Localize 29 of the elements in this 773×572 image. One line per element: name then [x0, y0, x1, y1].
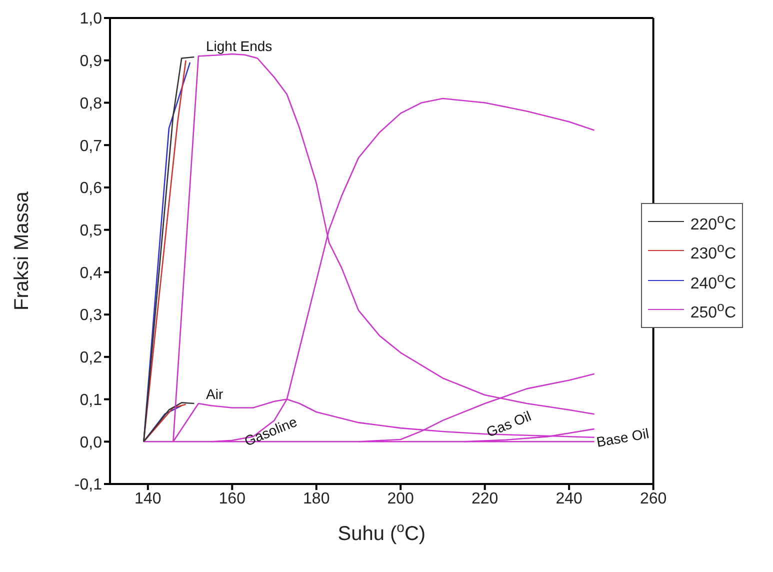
y-tick-label: 0,1 [80, 392, 102, 409]
y-tick-label: 0,6 [80, 180, 102, 198]
annotation: Air [206, 386, 224, 402]
y-tick-label: 0,0 [80, 434, 102, 452]
x-tick-label: 160 [218, 490, 246, 508]
y-tick-label: 1,0 [80, 10, 102, 28]
y-tick-label: 0,7 [80, 138, 102, 155]
x-axis-title: Suhu ($^{o}$C) [338, 519, 426, 545]
annotation: Base Oil [595, 425, 650, 450]
legend-label: 250$^{o}$C [690, 298, 736, 324]
annotation: Light Ends [206, 38, 272, 54]
y-tick-label: 0,2 [80, 350, 102, 367]
y-tick-label: 0,8 [80, 95, 102, 112]
y-axis-title: Fraksi Massa [11, 190, 33, 310]
annotation: Gas Oil [484, 408, 534, 440]
y-tick-label: 0,5 [80, 222, 102, 240]
y-tick-label: -0,1 [74, 476, 102, 494]
legend-label: 230$^{o}$C [690, 239, 736, 265]
legend-label: 240$^{o}$C [690, 268, 736, 294]
legend-label: 220$^{o}$C [690, 210, 736, 236]
x-tick-label: 240 [556, 490, 583, 508]
x-tick-label: 220 [471, 490, 498, 508]
x-tick-label: 180 [303, 490, 330, 508]
x-tick-label: 140 [134, 490, 162, 508]
x-tick-label: 260 [640, 490, 667, 508]
y-tick-label: 0,9 [80, 53, 102, 70]
y-tick-label: 0,4 [80, 264, 102, 282]
x-tick-label: 200 [387, 490, 414, 508]
y-tick-label: 0,3 [80, 307, 102, 324]
